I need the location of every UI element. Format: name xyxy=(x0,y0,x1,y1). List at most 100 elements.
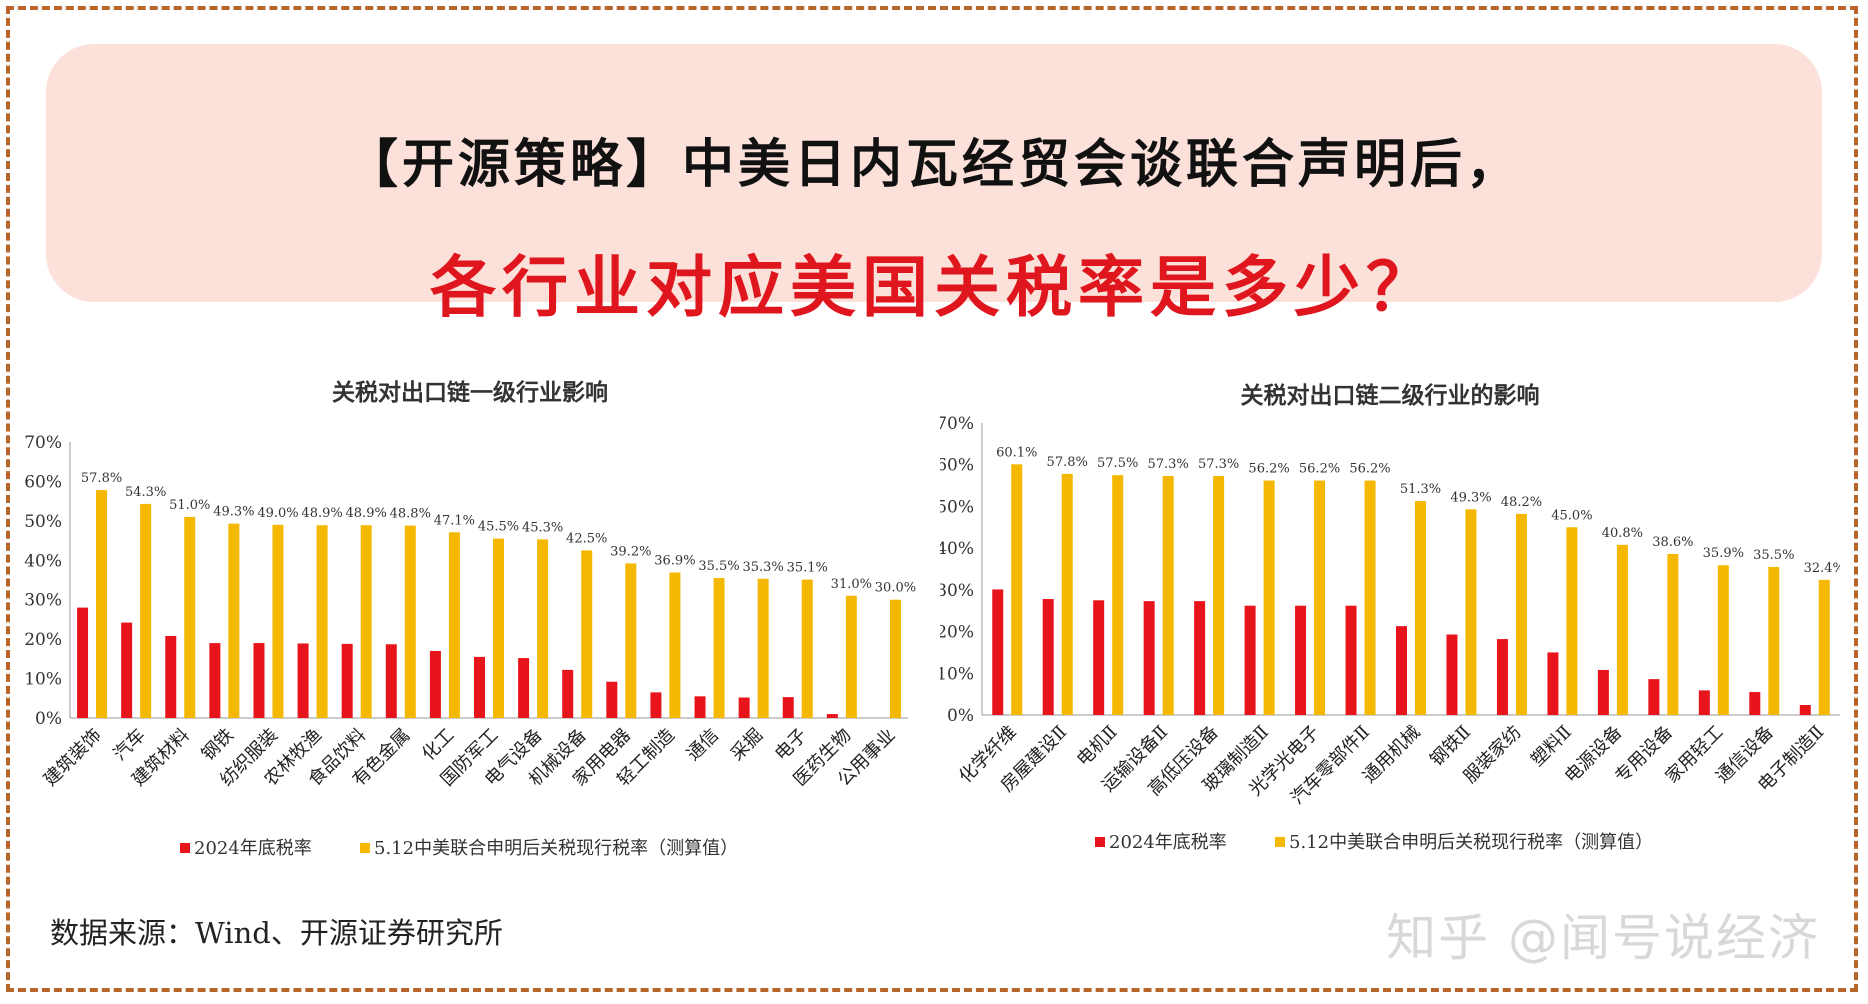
bar-new-rate xyxy=(1364,480,1376,715)
bar-2024 xyxy=(562,669,574,718)
data-label: 51.3% xyxy=(1400,482,1441,497)
bar-new-rate xyxy=(845,595,857,718)
bar-2024 xyxy=(650,692,662,718)
bar-new-rate xyxy=(1061,473,1073,715)
data-label: 48.9% xyxy=(301,506,342,521)
bar-new-rate xyxy=(801,579,813,718)
bar-2024 xyxy=(1749,692,1761,715)
bar-new-rate xyxy=(1667,553,1679,715)
chart-title: 关税对出口链一级行业影响 xyxy=(332,379,608,406)
y-tick-label: 30% xyxy=(940,581,974,601)
legend-label-2024: 2024年底税率 xyxy=(194,838,312,859)
data-label: 49.3% xyxy=(1450,490,1491,505)
bar-2024 xyxy=(518,658,530,718)
bar-new-rate xyxy=(581,550,593,718)
bar-new-rate xyxy=(404,525,416,718)
bar-new-rate xyxy=(184,516,196,718)
bar-2024 xyxy=(992,589,1004,715)
chart-title: 关税对出口链二级行业的影响 xyxy=(1241,382,1540,409)
bar-new-rate xyxy=(1415,501,1426,715)
category-label: 采掘 xyxy=(727,725,767,765)
y-tick-label: 50% xyxy=(24,512,62,532)
data-label: 57.8% xyxy=(81,471,122,486)
bar-new-rate xyxy=(493,538,504,718)
chart-first-level-industries: 关税对出口链一级行业影响 0% 10% 20% 30% 40% 50% 60% 70% 57.8%… xyxy=(20,360,920,870)
data-label: 48.9% xyxy=(346,506,387,521)
bar-new-rate xyxy=(96,490,108,718)
chart-second-level-industries: 关税对出口链二级行业的影响 0% 10% 20% 30% 40% 50% 60% 70% 60.1… xyxy=(940,360,1840,870)
bar-new-rate xyxy=(1465,509,1477,715)
data-label: 35.5% xyxy=(1753,548,1794,563)
legend-swatch-2024 xyxy=(1095,837,1105,847)
title-banner: 【开源策略】中美日内瓦经贸会谈联合声明后， 各行业对应美国关税率是多少？ xyxy=(46,44,1822,326)
data-label: 36.9% xyxy=(654,554,695,569)
data-label: 42.5% xyxy=(566,531,607,546)
chart-svg: 关税对出口链一级行业影响 0% 10% 20% 30% 40% 50% 60% 70% 57.8%… xyxy=(24,379,916,859)
bar-new-rate xyxy=(1011,464,1023,715)
bar-new-rate xyxy=(889,599,901,718)
bar-new-rate xyxy=(448,532,460,718)
y-tick-label: 40% xyxy=(940,539,974,559)
data-label: 49.3% xyxy=(213,505,254,520)
bar-new-rate xyxy=(537,539,549,718)
y-tick-label: 70% xyxy=(940,414,974,434)
data-label: 57.5% xyxy=(1097,456,1138,471)
bar-2024 xyxy=(429,650,441,718)
bar-new-rate xyxy=(713,578,725,718)
bar-2024 xyxy=(1597,669,1609,715)
chart-svg: 关税对出口链二级行业的影响 0% 10% 20% 30% 40% 50% 60% 70% 60.1… xyxy=(940,382,1840,853)
headline-line-2: 各行业对应美国关税率是多少？ xyxy=(430,249,1438,326)
bar-2024 xyxy=(606,681,618,718)
data-label: 45.3% xyxy=(522,520,563,535)
zhihu-watermark: 知乎 @闻号说经济 xyxy=(1386,909,1820,967)
bar-2024 xyxy=(1396,626,1407,715)
data-label: 54.3% xyxy=(125,485,166,500)
data-label: 57.3% xyxy=(1198,457,1239,472)
bar-new-rate xyxy=(669,572,681,718)
y-tick-label: 10% xyxy=(940,664,974,684)
bar-new-rate xyxy=(625,563,637,718)
bar-new-rate xyxy=(316,525,328,718)
bar-2024 xyxy=(1345,605,1357,715)
bar-new-rate xyxy=(1112,475,1124,715)
data-label: 49.0% xyxy=(257,506,298,521)
data-label: 45.5% xyxy=(478,520,519,535)
data-label: 30.0% xyxy=(875,581,916,596)
bar-2024 xyxy=(1244,605,1256,715)
bar-2024 xyxy=(165,635,177,718)
data-label: 57.8% xyxy=(1047,455,1088,470)
legend-swatch-new-rate xyxy=(360,843,370,853)
data-label: 57.3% xyxy=(1147,457,1188,472)
bar-2024 xyxy=(341,643,353,718)
headline-line-1: 【开源策略】中美日内瓦经贸会谈联合声明后， xyxy=(345,135,1522,195)
bar-2024 xyxy=(209,643,221,718)
data-label: 56.2% xyxy=(1248,462,1289,477)
data-label: 35.3% xyxy=(742,560,783,575)
data-label: 35.1% xyxy=(787,561,828,576)
bar-2024 xyxy=(297,643,309,718)
bar-2024 xyxy=(1698,690,1710,715)
data-label: 56.2% xyxy=(1299,462,1340,477)
data-label: 35.5% xyxy=(698,559,739,574)
bar-new-rate xyxy=(1818,579,1830,715)
bar-2024 xyxy=(1093,600,1105,715)
data-label: 35.9% xyxy=(1703,546,1744,561)
bar-2024 xyxy=(1648,679,1660,715)
bar-new-rate xyxy=(757,578,769,718)
data-label: 45.0% xyxy=(1551,508,1592,523)
y-tick-label: 70% xyxy=(24,433,62,453)
legend-label-new-rate: 5.12中美联合申明后关税现行税率（测算值） xyxy=(1289,832,1653,853)
data-source-note: 数据来源：Wind、开源证券研究所 xyxy=(50,916,503,950)
y-tick-label: 60% xyxy=(940,456,974,476)
data-label: 51.0% xyxy=(169,498,210,513)
bar-2024 xyxy=(738,697,750,718)
legend-label-new-rate: 5.12中美联合申明后关税现行税率（测算值） xyxy=(374,838,738,859)
data-label: 40.8% xyxy=(1602,526,1643,541)
bar-2024 xyxy=(474,656,485,718)
data-label: 39.2% xyxy=(610,544,651,559)
bar-new-rate xyxy=(1717,565,1729,715)
y-tick-label: 50% xyxy=(940,497,974,517)
bar-2024 xyxy=(782,697,794,718)
bar-2024 xyxy=(121,622,133,718)
bar-2024 xyxy=(1446,634,1458,715)
